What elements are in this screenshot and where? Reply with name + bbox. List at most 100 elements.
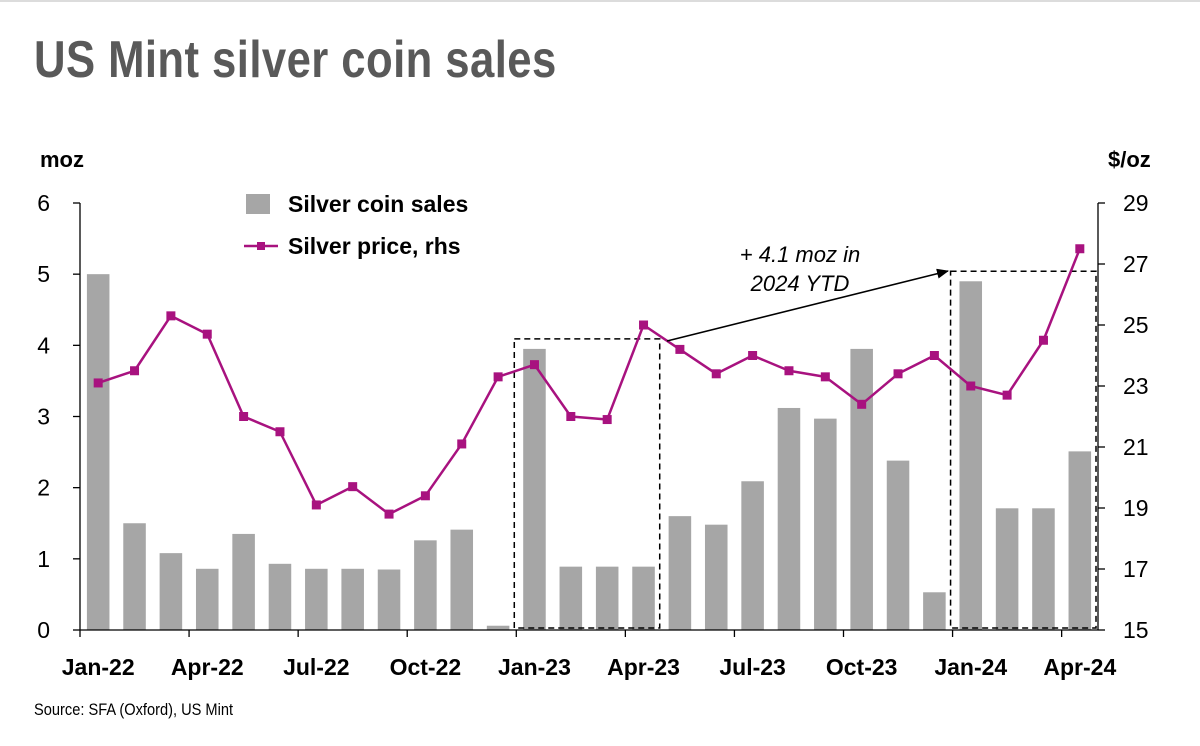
- x-tick-label: Jan-24: [934, 654, 1007, 680]
- highlight-box: [513, 338, 661, 629]
- y-right-tick-label: 25: [1123, 312, 1149, 338]
- price-marker: [1038, 335, 1048, 345]
- bar: [850, 348, 873, 630]
- y-right-tick-label: 21: [1123, 434, 1149, 460]
- price-marker: [239, 412, 249, 421]
- y-right-tick-label: 29: [1123, 190, 1149, 216]
- x-tick-label: Jan-22: [62, 654, 135, 680]
- y-left-tick-label: 6: [37, 190, 50, 216]
- bar: [523, 348, 546, 630]
- price-marker: [1075, 244, 1085, 254]
- legend-line-label: Silver price, rhs: [288, 233, 461, 259]
- price-marker: [1002, 390, 1012, 400]
- price-line: [97, 248, 1081, 516]
- bar: [377, 569, 401, 630]
- annotation-line-2: 2024 YTD: [750, 271, 850, 296]
- annotation-arrow: [666, 268, 949, 342]
- price-marker: [348, 482, 358, 492]
- x-tick-label: Jul-22: [283, 654, 349, 680]
- y-right-tick-label: 15: [1123, 617, 1149, 643]
- price-marker: [275, 427, 285, 437]
- bar: [995, 508, 1019, 630]
- price-marker: [929, 351, 939, 360]
- bar: [486, 625, 510, 630]
- price-marker: [966, 381, 976, 391]
- annotation: + 4.1 moz in 2024 YTD: [666, 242, 949, 342]
- legend-line-marker: [257, 242, 265, 250]
- bar: [195, 568, 219, 630]
- price-marker: [784, 366, 794, 376]
- highlight-box: [949, 270, 1097, 629]
- bar: [959, 281, 983, 630]
- bar: [814, 418, 837, 630]
- bar: [123, 523, 146, 630]
- bar: [159, 553, 183, 630]
- bar: [741, 481, 764, 630]
- price-marker: [166, 311, 176, 321]
- y-left-tick-label: 0: [37, 617, 50, 643]
- bar: [632, 566, 655, 630]
- bar: [777, 407, 801, 630]
- bar: [450, 529, 474, 630]
- y-left-tick-label: 3: [37, 404, 50, 430]
- bar: [1032, 508, 1055, 630]
- x-tick-label: Apr-24: [1043, 654, 1116, 680]
- bar: [1068, 451, 1092, 630]
- legend-bar-swatch: [246, 194, 270, 214]
- bar: [268, 563, 292, 630]
- bar: [305, 568, 328, 630]
- price-marker: [529, 360, 539, 370]
- price-marker: [748, 351, 758, 360]
- price-marker: [93, 378, 103, 388]
- bar: [923, 592, 946, 630]
- x-tick-label: Oct-23: [826, 654, 898, 680]
- x-tick-label: Apr-23: [607, 654, 680, 680]
- bar: [704, 524, 728, 630]
- bar: [232, 533, 255, 630]
- price-marker: [566, 412, 576, 421]
- price-marker: [130, 366, 140, 376]
- annotation-line-1: + 4.1 moz in: [740, 242, 860, 267]
- bar-series: [86, 274, 1092, 630]
- y-left-tick-label: 1: [37, 546, 50, 572]
- legend-bar-label: Silver coin sales: [288, 191, 468, 217]
- price-marker: [311, 500, 321, 510]
- bar: [86, 274, 110, 630]
- y-left-axis-label: moz: [40, 147, 84, 172]
- price-marker: [420, 491, 430, 501]
- top-rule: [0, 0, 1200, 2]
- y-left-tick-label: 4: [37, 332, 50, 358]
- price-marker: [893, 369, 903, 379]
- price-marker: [384, 509, 394, 519]
- y-right-tick-label: 17: [1123, 556, 1149, 582]
- y-right-tick-label: 23: [1123, 373, 1149, 399]
- bar: [414, 540, 437, 630]
- price-marker: [457, 439, 467, 449]
- price-marker: [202, 329, 212, 339]
- line-series: [93, 244, 1085, 519]
- price-marker: [602, 415, 612, 425]
- bar: [341, 568, 364, 630]
- price-marker: [857, 399, 867, 409]
- price-marker: [493, 372, 503, 382]
- source-note: Source: SFA (Oxford), US Mint: [34, 700, 234, 719]
- x-tick-label: Oct-22: [390, 654, 462, 680]
- x-tick-label: Jan-23: [498, 654, 571, 680]
- bar: [886, 460, 910, 630]
- y-right-axis-label: $/oz: [1108, 147, 1151, 172]
- y-right-tick-label: 19: [1123, 495, 1149, 521]
- price-marker: [820, 372, 830, 382]
- x-tick-label: Apr-22: [171, 654, 244, 680]
- y-left-tick-label: 2: [37, 475, 50, 501]
- y-left-tick-label: 5: [37, 261, 50, 287]
- bar: [559, 566, 583, 630]
- highlight-boxes: [513, 270, 1097, 629]
- legend: Silver coin sales Silver price, rhs: [244, 191, 468, 259]
- y-right-tick-label: 27: [1123, 251, 1149, 277]
- x-tick-label: Jul-23: [719, 654, 785, 680]
- price-marker: [675, 344, 685, 354]
- price-marker: [639, 320, 649, 330]
- bar: [595, 566, 619, 630]
